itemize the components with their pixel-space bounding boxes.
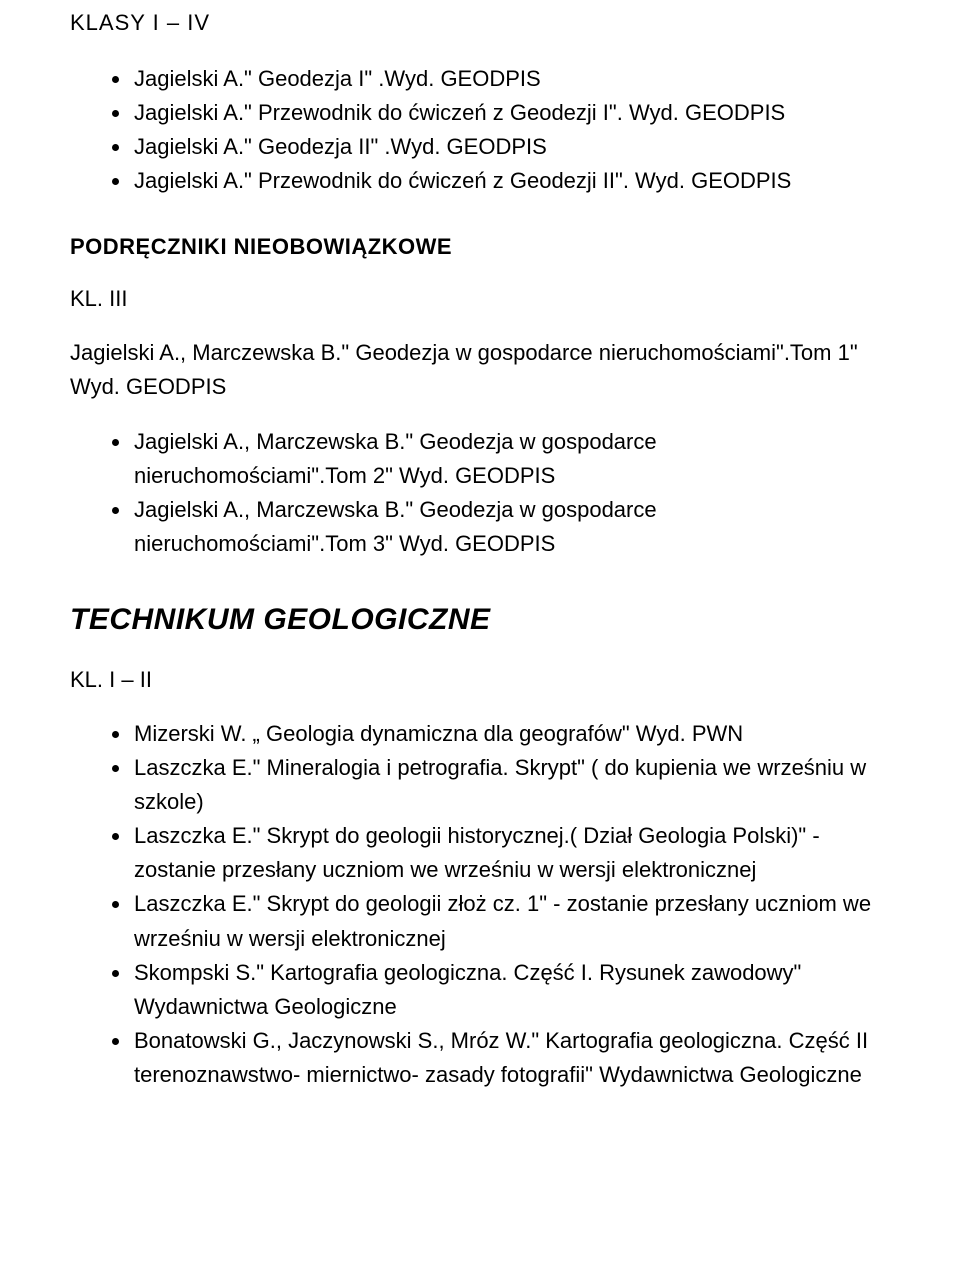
heading-klasy: KLASY I – IV [70,10,890,36]
list-section2: Jagielski A., Marczewska B." Geodezja w … [70,425,890,561]
document-page: KLASY I – IV Jagielski A." Geodezja I" .… [0,0,960,1162]
list-item: Mizerski W. „ Geologia dynamiczna dla ge… [132,717,890,751]
subheading-kl1-2: KL. I – II [70,667,890,693]
intro-paragraph: Jagielski A., Marczewska B." Geodezja w … [70,336,890,404]
list-section3: Mizerski W. „ Geologia dynamiczna dla ge… [70,717,890,1092]
heading-podreczniki: PODRĘCZNIKI NIEOBOWIĄZKOWE [70,234,890,260]
list-section1: Jagielski A." Geodezja I" .Wyd. GEODPIS … [70,62,890,198]
list-item: Laszczka E." Mineralogia i petrografia. … [132,751,890,819]
list-item: Jagielski A." Przewodnik do ćwiczeń z Ge… [132,164,890,198]
list-item: Jagielski A., Marczewska B." Geodezja w … [132,493,890,561]
list-item: Jagielski A., Marczewska B." Geodezja w … [132,425,890,493]
list-item: Skompski S." Kartografia geologiczna. Cz… [132,956,890,1024]
list-item: Laszczka E." Skrypt do geologii historyc… [132,819,890,887]
list-item: Laszczka E." Skrypt do geologii złoż cz.… [132,887,890,955]
list-item: Jagielski A." Geodezja I" .Wyd. GEODPIS [132,62,890,96]
list-item: Bonatowski G., Jaczynowski S., Mróz W." … [132,1024,890,1092]
subheading-kl3: KL. III [70,286,890,312]
list-item: Jagielski A." Przewodnik do ćwiczeń z Ge… [132,96,890,130]
list-item: Jagielski A." Geodezja II" .Wyd. GEODPIS [132,130,890,164]
heading-technikum: TECHNIKUM GEOLOGICZNE [70,603,890,637]
